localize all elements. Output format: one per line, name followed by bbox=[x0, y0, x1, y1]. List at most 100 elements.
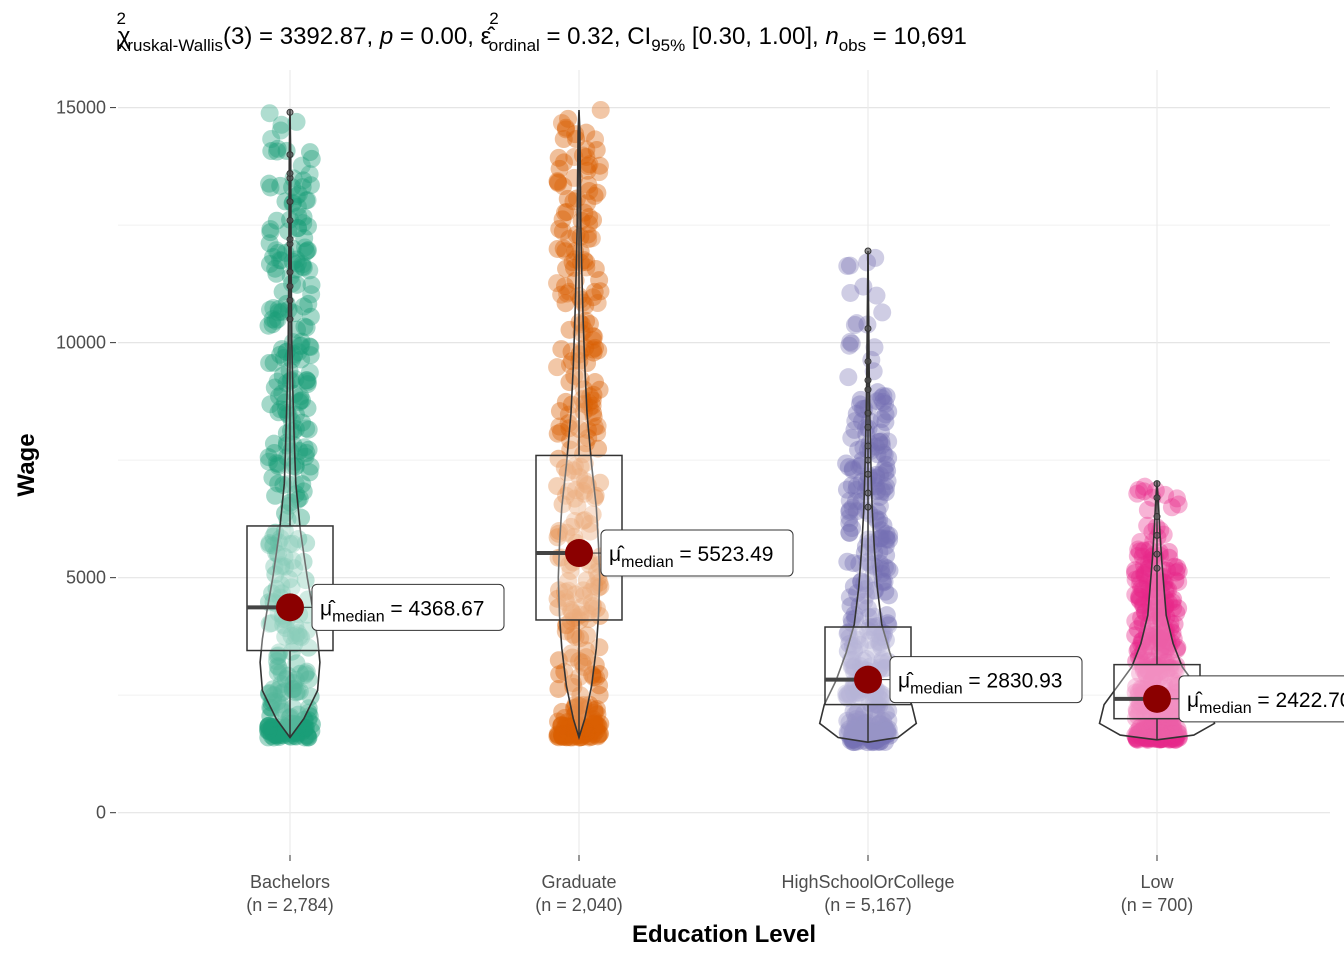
jitter-point bbox=[262, 614, 281, 633]
jitter-point bbox=[1168, 720, 1187, 739]
jitter-point bbox=[273, 702, 292, 721]
x-tick-count: (n = 2,040) bbox=[535, 895, 623, 915]
jitter-point bbox=[873, 572, 892, 591]
jitter-point bbox=[1127, 702, 1146, 721]
jitter-point bbox=[288, 254, 307, 273]
jitter-point bbox=[874, 573, 893, 592]
jitter-point bbox=[840, 501, 859, 520]
jitter-point bbox=[1162, 633, 1181, 652]
jitter-point bbox=[1145, 666, 1164, 685]
jitter-point bbox=[269, 728, 288, 747]
jitter-point bbox=[1138, 501, 1157, 520]
jitter-point bbox=[858, 713, 877, 732]
jitter-point bbox=[584, 385, 603, 404]
y-axis-title: Wage bbox=[13, 433, 40, 496]
jitter-point bbox=[1163, 729, 1182, 748]
jitter-point bbox=[876, 704, 895, 723]
jitter-point bbox=[877, 455, 896, 474]
jitter-point bbox=[588, 294, 607, 313]
jitter-point bbox=[848, 702, 867, 721]
subtitle-epsilon-sup: 2 bbox=[489, 9, 498, 28]
jitter-point bbox=[565, 457, 584, 476]
jitter-point bbox=[584, 343, 603, 362]
jitter-point bbox=[1158, 726, 1177, 745]
jitter-point bbox=[839, 458, 858, 477]
jitter-point bbox=[560, 282, 579, 301]
jitter-point bbox=[264, 728, 283, 747]
jitter-point bbox=[1139, 720, 1158, 739]
jitter-point bbox=[260, 174, 279, 193]
jitter-point bbox=[838, 711, 857, 730]
jitter-point bbox=[283, 178, 302, 197]
jitter-point bbox=[288, 724, 307, 743]
jitter-point bbox=[298, 727, 317, 746]
outlier-point bbox=[286, 315, 294, 323]
jitter-point bbox=[864, 730, 883, 749]
jitter-point bbox=[259, 718, 278, 737]
jitter-point bbox=[262, 726, 281, 745]
jitter-point bbox=[288, 219, 307, 238]
jitter-point bbox=[838, 256, 857, 275]
jitter-point bbox=[556, 277, 575, 296]
jitter-point bbox=[1153, 721, 1172, 740]
jitter-point bbox=[575, 484, 594, 503]
jitter-point bbox=[587, 715, 606, 734]
jitter-point bbox=[302, 715, 321, 734]
jitter-point bbox=[1169, 495, 1188, 514]
jitter-point bbox=[879, 586, 898, 605]
jitter-point bbox=[1149, 594, 1168, 613]
jitter-point bbox=[270, 387, 289, 406]
jitter-point bbox=[277, 342, 296, 361]
jitter-point bbox=[877, 477, 896, 496]
jitter-point bbox=[877, 525, 896, 544]
jitter-point bbox=[283, 698, 302, 717]
jitter-point bbox=[553, 702, 572, 721]
jitter-point bbox=[852, 572, 871, 591]
jitter-point bbox=[286, 405, 305, 424]
jitter-point bbox=[270, 251, 289, 270]
jitter-point bbox=[867, 437, 886, 456]
median-label-eq: = bbox=[1252, 689, 1276, 712]
jitter-point bbox=[1142, 727, 1161, 746]
median-label-Low: μ̂median = 2422.70 bbox=[1187, 689, 1344, 717]
jitter-point bbox=[571, 629, 590, 648]
jitter-point bbox=[548, 528, 567, 547]
jitter-point bbox=[549, 726, 568, 745]
median-label-box bbox=[1178, 675, 1344, 723]
subtitle-epsilon-sub: ordinal bbox=[489, 36, 540, 55]
jitter-point bbox=[266, 486, 285, 505]
jitter-point bbox=[865, 338, 884, 357]
jitter-point bbox=[271, 345, 290, 364]
jitter-point bbox=[286, 671, 305, 690]
jitter-point bbox=[846, 412, 865, 431]
jitter-point bbox=[870, 696, 889, 715]
jitter-point bbox=[846, 492, 865, 511]
jitter-point bbox=[289, 624, 308, 643]
jitter-point bbox=[870, 433, 889, 452]
jitter-point bbox=[564, 677, 583, 696]
jitter-point bbox=[1128, 707, 1147, 726]
jitter-point bbox=[1146, 721, 1165, 740]
jitter-point bbox=[271, 695, 290, 714]
group-shapes bbox=[246, 108, 1216, 744]
jitter-point bbox=[264, 725, 283, 744]
jitter-point bbox=[300, 261, 319, 280]
jitter-point bbox=[847, 404, 866, 423]
jitter-point bbox=[1150, 668, 1169, 687]
median-label-box bbox=[889, 656, 1083, 704]
jitter-point bbox=[1138, 730, 1157, 749]
jitter-point bbox=[585, 719, 604, 738]
jitter-point bbox=[556, 392, 575, 411]
jitter-point bbox=[1127, 729, 1146, 748]
jitter-point bbox=[587, 599, 606, 618]
jitter-point bbox=[857, 586, 876, 605]
jitter-point bbox=[549, 712, 568, 731]
jitter-point bbox=[850, 395, 869, 414]
jitter-point bbox=[553, 728, 572, 747]
jitter-point bbox=[1157, 663, 1176, 682]
jitter-point bbox=[556, 203, 575, 222]
jitter-point bbox=[1129, 540, 1148, 559]
jitter-point bbox=[555, 153, 574, 172]
jitter-point bbox=[851, 723, 870, 742]
jitter-point bbox=[880, 561, 899, 580]
